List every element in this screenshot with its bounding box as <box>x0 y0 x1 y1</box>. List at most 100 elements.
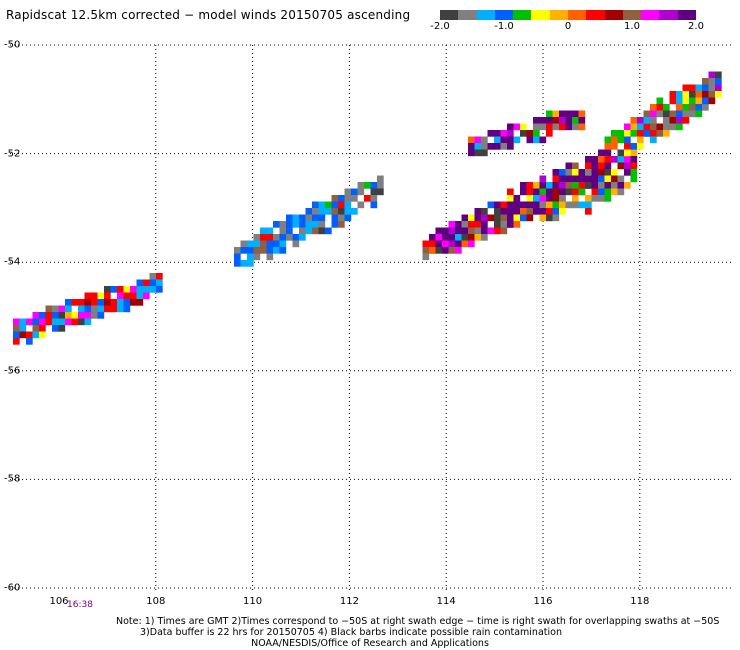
wind-cell <box>318 208 326 215</box>
wind-cell <box>468 214 475 222</box>
wind-cell <box>481 214 488 222</box>
wind-cell <box>565 110 573 118</box>
wind-cell <box>513 214 521 222</box>
wind-cell <box>546 182 553 189</box>
wind-cell <box>585 195 592 202</box>
wind-cell <box>143 286 150 293</box>
wind-cell <box>442 247 449 254</box>
wind-cell <box>585 175 592 183</box>
colorbar-segment <box>531 10 550 20</box>
wind-cell <box>13 331 20 339</box>
wind-cell <box>357 188 365 196</box>
wind-cell <box>598 156 605 163</box>
longitude-label: 106 <box>49 596 69 607</box>
wind-cell <box>123 299 131 306</box>
wind-cell <box>468 234 475 241</box>
wind-cell <box>32 312 40 319</box>
wind-cell <box>676 104 683 111</box>
wind-cell <box>286 221 293 228</box>
wind-cell <box>240 247 248 254</box>
wind-cell <box>552 208 560 215</box>
wind-cell <box>708 84 716 92</box>
wind-cell <box>84 292 92 300</box>
wind-cell <box>630 175 638 183</box>
wind-cell <box>13 318 20 326</box>
wind-cell <box>591 188 599 196</box>
latitude-label: -56 <box>4 365 21 377</box>
wind-cell <box>260 240 267 248</box>
wind-cell <box>78 299 85 306</box>
wind-cell <box>669 110 677 118</box>
wind-cell <box>513 208 521 215</box>
wind-cell <box>546 110 553 118</box>
wind-cell <box>617 175 625 183</box>
wind-cell <box>247 253 254 261</box>
wind-cell <box>591 182 599 189</box>
latitude-label: -54 <box>4 256 21 268</box>
wind-cell <box>637 130 644 137</box>
wind-cell <box>32 318 40 326</box>
wind-cell <box>572 123 579 131</box>
wind-cell <box>58 305 66 313</box>
latitude-label: -58 <box>4 473 21 485</box>
wind-cell <box>78 305 85 313</box>
wind-cell <box>442 227 449 235</box>
wind-cell <box>344 195 352 202</box>
wind-cell <box>702 78 709 85</box>
wind-cell <box>292 240 300 248</box>
wind-cell <box>572 169 579 176</box>
wind-cell <box>552 195 560 202</box>
wind-cell <box>266 227 274 235</box>
wind-cell <box>526 130 534 137</box>
wind-cell <box>598 169 605 176</box>
wind-cell <box>136 286 144 293</box>
wind-cell <box>104 305 111 313</box>
wind-cell <box>533 123 540 131</box>
wind-cell <box>650 104 657 111</box>
colorbar-segment <box>604 10 623 20</box>
wind-cell <box>695 84 703 92</box>
wind-cell <box>591 162 599 170</box>
wind-cell <box>526 195 534 202</box>
wind-cell <box>695 91 703 98</box>
wind-cell <box>435 227 443 235</box>
wind-cell <box>312 201 319 209</box>
wind-cell <box>266 240 274 248</box>
wind-cell <box>572 117 579 124</box>
wind-cell <box>637 143 644 150</box>
wind-cell <box>630 123 638 131</box>
wind-cell <box>663 110 670 118</box>
wind-cell <box>533 130 540 137</box>
wind-cell <box>500 221 508 228</box>
wind-cell <box>247 260 254 267</box>
wind-cell <box>338 221 345 228</box>
wind-cell <box>325 201 332 209</box>
wind-cell <box>682 91 690 98</box>
colorbar <box>440 10 696 20</box>
wind-cell <box>117 299 124 306</box>
wind-cell <box>494 136 501 144</box>
wind-cell <box>682 110 690 118</box>
wind-cell <box>624 149 631 157</box>
wind-cell <box>312 208 319 215</box>
wind-cell <box>448 227 456 235</box>
wind-cell <box>715 84 722 92</box>
wind-cell <box>565 117 573 124</box>
wind-cell <box>533 208 540 215</box>
wind-cell <box>240 240 248 248</box>
wind-cell <box>468 143 475 150</box>
wind-cell <box>695 110 703 118</box>
wind-cell <box>552 123 560 131</box>
wind-cell <box>572 110 579 118</box>
wind-cell <box>565 182 573 189</box>
wind-cell <box>299 221 306 228</box>
note-line-1: Note: 1) Times are GMT 2)Times correspon… <box>116 616 720 627</box>
wind-cell <box>676 117 683 124</box>
wind-cell <box>26 318 33 326</box>
wind-cell <box>578 182 586 189</box>
wind-cell <box>279 240 287 248</box>
wind-cell <box>617 162 625 170</box>
wind-cell <box>513 136 521 144</box>
wind-cell <box>455 227 462 235</box>
wind-cell <box>500 214 508 222</box>
